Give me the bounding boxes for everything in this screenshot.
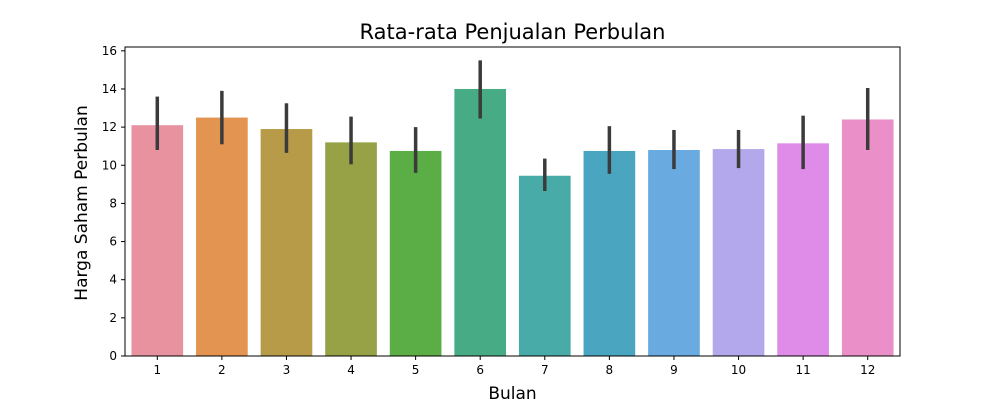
x-tick-label: 10 <box>731 363 746 377</box>
x-tick-label: 9 <box>670 363 678 377</box>
x-tick-label: 4 <box>347 363 355 377</box>
y-tick-label: 6 <box>109 235 117 249</box>
y-tick-label: 16 <box>102 44 117 58</box>
y-tick-label: 10 <box>102 158 117 172</box>
y-axis-title: Harga Saham Perbulan <box>72 105 92 300</box>
bar-11 <box>777 143 829 356</box>
bar-2 <box>196 117 248 357</box>
y-tick-label: 0 <box>109 349 117 363</box>
x-tick-label: 12 <box>860 363 875 377</box>
bar-9 <box>648 150 700 356</box>
bar-7 <box>518 175 571 356</box>
bar-8 <box>583 150 636 356</box>
bar-12 <box>841 119 894 357</box>
chart-title: Rata-rata Penjualan Perbulan <box>360 20 666 44</box>
bar-5 <box>389 150 442 356</box>
bars-group <box>131 88 894 357</box>
bar-10 <box>712 149 765 356</box>
y-tick-label: 4 <box>109 273 117 287</box>
x-tick-label: 1 <box>153 363 161 377</box>
y-axis: 0 2 4 6 8 10 12 14 16 <box>102 44 125 363</box>
bar-6 <box>454 88 507 357</box>
error-bars-group <box>155 60 870 192</box>
x-tick-label: 2 <box>218 363 226 377</box>
x-tick-label: 7 <box>541 363 549 377</box>
y-tick-label: 12 <box>102 120 117 134</box>
x-axis: 1 2 3 4 5 6 7 8 9 10 11 12 <box>153 356 875 377</box>
x-tick-label: 8 <box>606 363 614 377</box>
bar-4 <box>325 142 377 356</box>
y-tick-label: 8 <box>109 196 117 210</box>
plot-frame <box>124 46 901 357</box>
y-tick-label: 14 <box>102 82 117 96</box>
x-tick-label: 6 <box>476 363 484 377</box>
bar-1 <box>131 125 184 356</box>
x-tick-label: 5 <box>412 363 420 377</box>
y-tick-label: 2 <box>109 311 117 325</box>
x-tick-label: 3 <box>283 363 291 377</box>
x-tick-label: 11 <box>795 363 810 377</box>
bar-3 <box>260 129 313 356</box>
x-axis-title: Bulan <box>488 384 536 400</box>
